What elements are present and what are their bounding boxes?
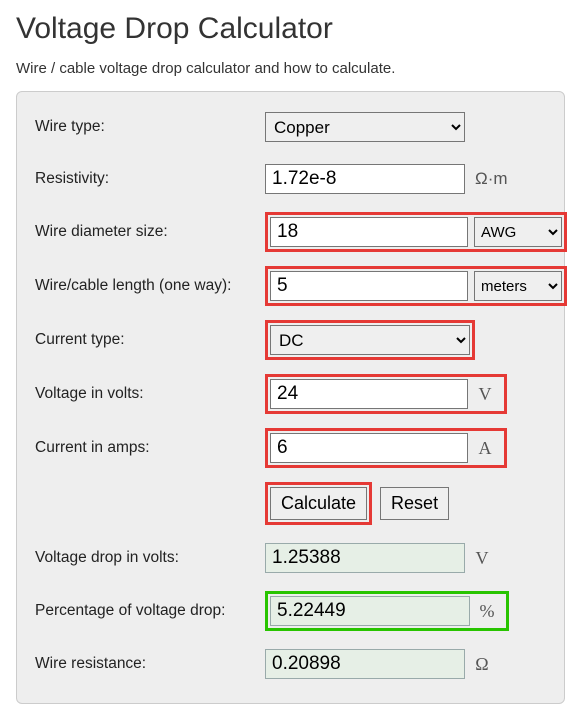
wire-diameter-input[interactable] xyxy=(270,217,468,247)
unit-voltage: V xyxy=(468,379,502,409)
row-buttons: Calculate Reset xyxy=(35,482,546,525)
current-input[interactable] xyxy=(270,433,468,463)
row-current: Current in amps: A xyxy=(35,428,546,468)
calculate-button[interactable]: Calculate xyxy=(270,487,367,520)
wire-length-unit-select[interactable]: meters xyxy=(474,271,562,301)
vdrop-output xyxy=(265,543,465,573)
label-vdrop: Voltage drop in volts: xyxy=(35,549,265,567)
current-type-select[interactable]: DC xyxy=(270,325,470,355)
wire-type-select[interactable]: Copper xyxy=(265,112,465,142)
label-resistivity: Resistivity: xyxy=(35,170,265,188)
label-current-type: Current type: xyxy=(35,331,265,349)
wire-diameter-unit-select[interactable]: AWG xyxy=(474,217,562,247)
pct-output xyxy=(270,596,470,626)
unit-wres: Ω xyxy=(465,649,499,679)
unit-current: A xyxy=(468,433,502,463)
row-current-type: Current type: DC xyxy=(35,320,546,360)
unit-pct: % xyxy=(470,596,504,626)
page-subtitle: Wire / cable voltage drop calculator and… xyxy=(16,60,565,77)
row-wire-diameter: Wire diameter size: AWG xyxy=(35,212,546,252)
label-wres: Wire resistance: xyxy=(35,655,265,673)
label-pct: Percentage of voltage drop: xyxy=(35,602,265,620)
row-wire-type: Wire type: Copper xyxy=(35,108,546,146)
wire-length-input[interactable] xyxy=(270,271,468,301)
voltage-input[interactable] xyxy=(270,379,468,409)
row-wire-length: Wire/cable length (one way): meters xyxy=(35,266,546,306)
label-wire-diameter: Wire diameter size: xyxy=(35,223,265,241)
page-title: Voltage Drop Calculator xyxy=(16,12,565,46)
calculator-panel: Wire type: Copper Resistivity: Ω·m Wire … xyxy=(16,91,565,704)
label-wire-length: Wire/cable length (one way): xyxy=(35,277,265,295)
wres-output xyxy=(265,649,465,679)
label-voltage: Voltage in volts: xyxy=(35,385,265,403)
row-pct: Percentage of voltage drop: % xyxy=(35,591,546,631)
label-wire-type: Wire type: xyxy=(35,118,265,136)
row-wres: Wire resistance: Ω xyxy=(35,645,546,683)
row-vdrop: Voltage drop in volts: V xyxy=(35,539,546,577)
unit-resistivity: Ω·m xyxy=(475,169,508,189)
resistivity-input[interactable] xyxy=(265,164,465,194)
reset-button[interactable]: Reset xyxy=(380,487,449,520)
unit-vdrop: V xyxy=(465,543,499,573)
row-resistivity: Resistivity: Ω·m xyxy=(35,160,546,198)
row-voltage: Voltage in volts: V xyxy=(35,374,546,414)
label-current: Current in amps: xyxy=(35,439,265,457)
